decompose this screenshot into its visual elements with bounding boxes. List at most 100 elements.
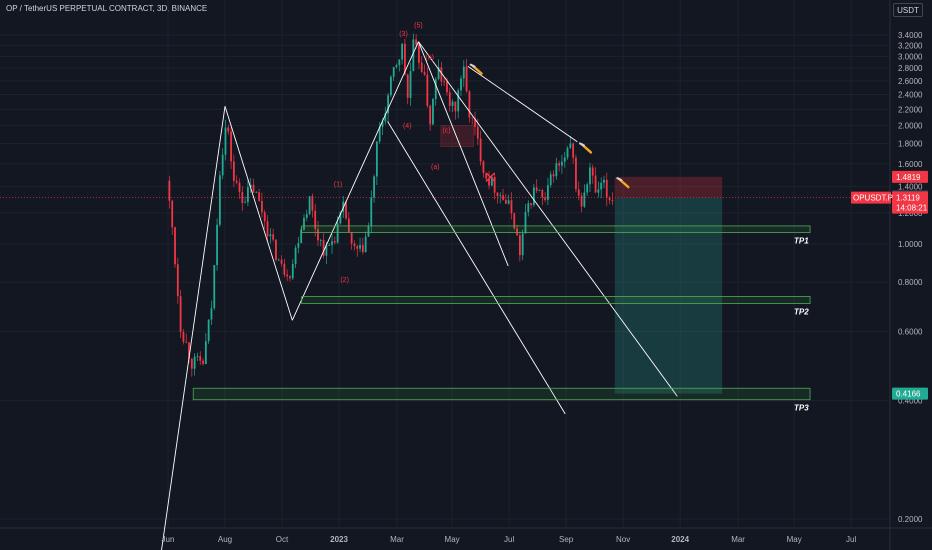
candle-body <box>263 212 266 222</box>
candle-body <box>286 274 289 277</box>
candles <box>168 33 614 377</box>
x-tick-label: May <box>445 535 460 544</box>
candle-body <box>289 276 291 279</box>
candle-body <box>305 214 308 218</box>
y-tick-label: 0.2000 <box>898 515 923 524</box>
candle-body <box>319 240 322 241</box>
candle-body <box>359 245 361 249</box>
candle-body <box>460 78 462 91</box>
price-badge-text: 1.3119 <box>896 194 920 203</box>
candle-body <box>476 126 479 139</box>
stop-loss-zone <box>614 176 723 198</box>
time-axis[interactable]: Jun Aug Oct 2023 Mar May Jul Sep Nov 2024 Mar May Ju… <box>162 535 857 544</box>
candle-body <box>213 265 216 309</box>
candle-body <box>356 246 359 249</box>
trendline <box>224 106 293 321</box>
candle-body <box>325 245 328 256</box>
trendline <box>418 41 509 267</box>
candle-body <box>361 245 364 253</box>
y-tick-label: 0.6000 <box>898 327 923 336</box>
candle-body <box>179 296 182 332</box>
candle-body <box>608 197 611 201</box>
candle-body <box>415 39 418 45</box>
trendline <box>467 65 578 143</box>
candle-body <box>331 241 333 246</box>
currency-button[interactable]: USDT <box>893 3 923 17</box>
candle-body <box>530 203 532 206</box>
candle-body <box>261 200 263 213</box>
price-badge <box>892 170 928 183</box>
candle-body <box>283 263 286 275</box>
y-tick-label: 1.6000 <box>898 160 923 169</box>
candle-body <box>353 243 356 247</box>
candle-body <box>249 184 252 188</box>
candle-body <box>247 187 249 203</box>
candle-body <box>235 180 238 183</box>
wave-label: (a) <box>431 164 440 171</box>
candle-body <box>188 342 190 359</box>
wave-label: (3) <box>399 31 408 38</box>
candle-body <box>586 184 589 193</box>
take-profit-zone <box>614 197 723 394</box>
candle-body <box>395 65 398 68</box>
candle-body <box>339 211 342 224</box>
candle-body <box>303 217 305 230</box>
candle-body <box>384 113 387 122</box>
price-badge-text: 1.4819 <box>896 173 921 182</box>
candle-body <box>196 356 199 357</box>
price-badge <box>892 191 928 204</box>
candle-body <box>378 126 381 142</box>
y-tick-label: 1.4000 <box>898 183 923 192</box>
candle-body <box>462 66 465 79</box>
price-badge <box>892 387 928 400</box>
x-tick-label: Mar <box>390 535 404 544</box>
x-tick-label: Aug <box>218 535 232 544</box>
y-tick-label: 3.0000 <box>898 52 923 61</box>
candle-body <box>518 235 521 256</box>
candle-body <box>272 234 275 240</box>
candle-body <box>496 192 499 196</box>
candle-body <box>507 200 510 204</box>
pencil-icon <box>578 142 585 147</box>
candle-body <box>277 259 280 261</box>
candle-body <box>185 341 188 343</box>
candle-body <box>426 74 429 106</box>
candle-body <box>479 138 482 162</box>
annotations <box>469 63 630 189</box>
x-tick-label: Nov <box>616 535 630 544</box>
x-tick-label: Jun <box>162 535 175 544</box>
wave-label: (4) <box>403 123 412 130</box>
candle-body <box>485 172 488 179</box>
symbol-tag <box>851 191 891 204</box>
wave-label: (b) <box>425 54 434 61</box>
candle-body <box>561 161 563 166</box>
candle-body <box>174 227 176 265</box>
candle-body <box>308 196 311 215</box>
candle-body <box>297 243 300 248</box>
candle-body <box>454 101 457 112</box>
target-label-tp2: TP2 <box>794 308 809 317</box>
candle-body <box>207 319 210 342</box>
candle-body <box>221 154 224 176</box>
candle-body <box>300 229 303 244</box>
candle-body <box>230 131 232 162</box>
wave-label: (2) <box>340 277 349 284</box>
y-tick-label: 3.4000 <box>898 31 923 40</box>
y-tick-label: 2.4000 <box>898 91 923 100</box>
candle-body <box>591 167 594 176</box>
candle-body <box>544 197 547 200</box>
candle-body <box>389 76 392 96</box>
candle-body <box>420 62 423 72</box>
trendline <box>418 41 678 397</box>
candle-body <box>255 192 258 194</box>
candle-body <box>552 174 555 177</box>
candle-body <box>471 117 474 119</box>
candle-body <box>457 90 460 112</box>
candle-body <box>538 190 541 191</box>
candle-body <box>280 259 283 264</box>
candle-body <box>465 66 468 92</box>
candle-body <box>190 358 193 369</box>
